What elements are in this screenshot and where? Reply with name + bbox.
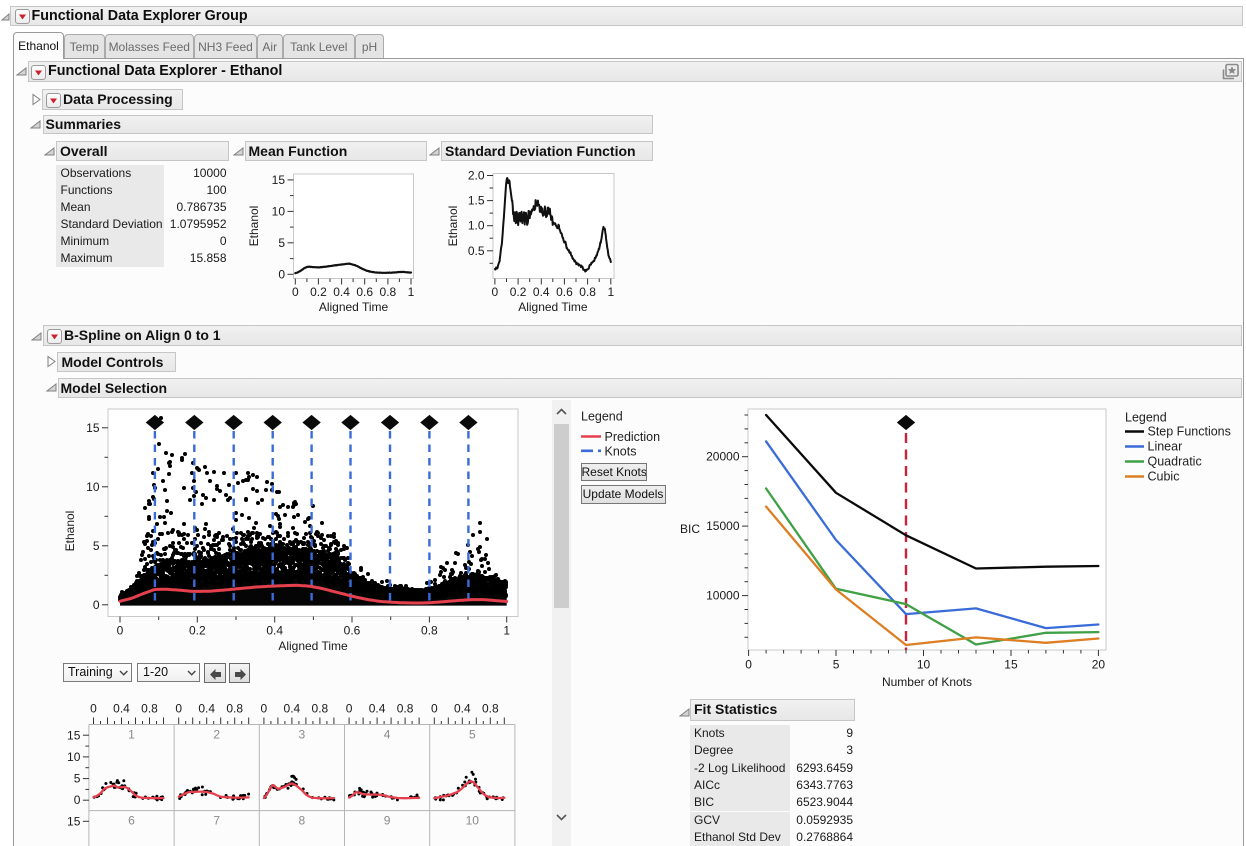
svg-text:0.2: 0.2 xyxy=(189,624,206,638)
svg-text:0.4: 0.4 xyxy=(333,285,350,299)
svg-text:5: 5 xyxy=(93,539,100,553)
svg-text:0.8: 0.8 xyxy=(226,702,243,716)
svg-text:0.4: 0.4 xyxy=(113,702,130,716)
svg-text:Prediction: Prediction xyxy=(605,430,661,444)
svg-text:10000: 10000 xyxy=(706,589,740,603)
svg-text:Ethanol: Ethanol xyxy=(446,206,460,247)
svg-text:0.5: 0.5 xyxy=(468,244,485,258)
svg-text:15: 15 xyxy=(86,421,100,435)
svg-text:Cubic: Cubic xyxy=(1148,470,1180,484)
svg-text:5: 5 xyxy=(469,728,476,742)
svg-text:0.8: 0.8 xyxy=(312,702,329,716)
svg-text:1.0: 1.0 xyxy=(468,219,485,233)
svg-text:5: 5 xyxy=(74,772,81,786)
svg-text:1: 1 xyxy=(128,728,135,742)
svg-text:9: 9 xyxy=(384,814,391,828)
svg-text:Legend: Legend xyxy=(581,410,623,424)
svg-text:0: 0 xyxy=(90,702,97,716)
svg-text:0.8: 0.8 xyxy=(397,702,414,716)
svg-text:0.8: 0.8 xyxy=(482,702,499,716)
svg-text:20: 20 xyxy=(1092,658,1106,672)
svg-text:0.8: 0.8 xyxy=(579,285,596,299)
svg-text:15: 15 xyxy=(67,728,81,742)
svg-text:Aligned Time: Aligned Time xyxy=(518,300,588,314)
svg-text:1: 1 xyxy=(503,624,510,638)
svg-text:0.4: 0.4 xyxy=(266,624,283,638)
svg-text:Ethanol: Ethanol xyxy=(247,206,261,247)
svg-text:0.4: 0.4 xyxy=(533,285,550,299)
svg-text:0: 0 xyxy=(93,598,100,612)
svg-text:7: 7 xyxy=(213,814,220,828)
svg-text:0: 0 xyxy=(492,285,499,299)
svg-text:0.8: 0.8 xyxy=(421,624,438,638)
svg-text:0: 0 xyxy=(175,702,182,716)
svg-text:Number of Knots: Number of Knots xyxy=(882,675,972,689)
svg-text:0.2: 0.2 xyxy=(310,285,327,299)
svg-text:Legend: Legend xyxy=(1125,411,1167,425)
svg-text:0: 0 xyxy=(745,658,752,672)
svg-text:2: 2 xyxy=(213,728,220,742)
svg-text:0: 0 xyxy=(292,285,299,299)
svg-text:Ethanol: Ethanol xyxy=(63,511,77,552)
svg-text:0.6: 0.6 xyxy=(344,624,361,638)
svg-text:2.0: 2.0 xyxy=(468,169,485,183)
svg-text:0.2: 0.2 xyxy=(510,285,527,299)
svg-text:15000: 15000 xyxy=(706,519,740,533)
svg-text:10: 10 xyxy=(917,658,931,672)
svg-text:BIC: BIC xyxy=(680,522,700,536)
svg-text:8: 8 xyxy=(299,814,306,828)
svg-text:1: 1 xyxy=(408,285,415,299)
svg-text:Step Functions: Step Functions xyxy=(1148,425,1231,439)
svg-text:0.8: 0.8 xyxy=(380,285,397,299)
svg-text:Aligned Time: Aligned Time xyxy=(319,300,389,314)
svg-text:0.8: 0.8 xyxy=(141,702,158,716)
svg-text:0: 0 xyxy=(261,702,268,716)
svg-text:0: 0 xyxy=(278,267,285,281)
svg-text:Quadratic: Quadratic xyxy=(1148,455,1202,469)
svg-text:Knots: Knots xyxy=(605,444,637,458)
svg-text:20000: 20000 xyxy=(706,450,740,464)
svg-text:Aligned Time: Aligned Time xyxy=(278,639,348,653)
svg-text:0.4: 0.4 xyxy=(284,702,301,716)
svg-text:0: 0 xyxy=(346,702,353,716)
svg-text:15: 15 xyxy=(1004,658,1018,672)
svg-text:10: 10 xyxy=(67,750,81,764)
svg-text:10: 10 xyxy=(466,814,480,828)
svg-text:0.4: 0.4 xyxy=(454,702,471,716)
svg-text:15: 15 xyxy=(272,173,286,187)
svg-text:6: 6 xyxy=(128,814,135,828)
svg-text:5: 5 xyxy=(278,236,285,250)
svg-text:0.4: 0.4 xyxy=(369,702,386,716)
svg-text:1: 1 xyxy=(607,285,614,299)
svg-text:0.6: 0.6 xyxy=(556,285,573,299)
svg-text:0.4: 0.4 xyxy=(198,702,215,716)
svg-text:0: 0 xyxy=(117,624,124,638)
svg-text:10: 10 xyxy=(86,480,100,494)
svg-text:1.5: 1.5 xyxy=(468,194,485,208)
svg-text:3: 3 xyxy=(299,728,306,742)
svg-text:0: 0 xyxy=(431,702,438,716)
svg-text:5: 5 xyxy=(833,658,840,672)
svg-text:10: 10 xyxy=(272,204,286,218)
svg-text:15: 15 xyxy=(67,814,81,828)
svg-text:Linear: Linear xyxy=(1148,440,1183,454)
svg-text:0: 0 xyxy=(74,793,81,807)
svg-text:4: 4 xyxy=(384,728,391,742)
svg-text:0.6: 0.6 xyxy=(356,285,373,299)
